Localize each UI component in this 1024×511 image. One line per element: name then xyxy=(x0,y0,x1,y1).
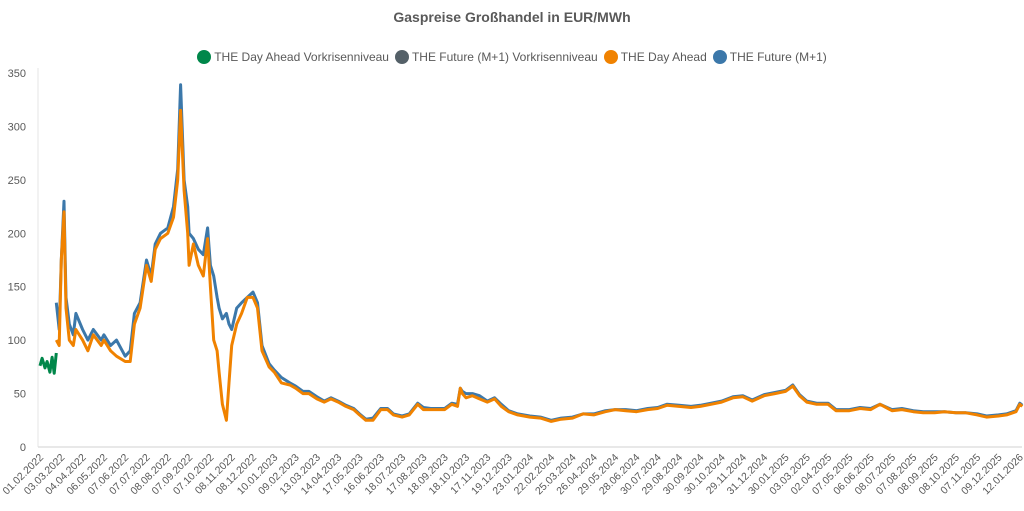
y-tick-label: 50 xyxy=(14,389,26,401)
series-line-future-m1 xyxy=(54,83,1024,422)
y-tick-label: 250 xyxy=(8,175,26,187)
legend-item-day-ahead-vorkrise[interactable]: THE Day Ahead Vorkrisenniveau xyxy=(197,50,389,64)
y-tick-label: 100 xyxy=(8,335,26,347)
legend-marker-icon xyxy=(603,50,618,64)
legend-marker-icon xyxy=(712,50,727,64)
y-tick-label: 0 xyxy=(20,442,26,454)
legend-item-day-ahead[interactable]: THE Day Ahead xyxy=(603,50,707,64)
legend-marker-icon xyxy=(394,50,409,64)
legend-marker-icon xyxy=(197,50,212,64)
legend-item-future[interactable]: THE Future (M+1) xyxy=(712,50,827,64)
series-line-day-ahead xyxy=(54,108,1024,423)
legend-item-future-vorkrise[interactable]: THE Future (M+1) Vorkrisenniveau xyxy=(394,50,598,64)
legend: THE Day Ahead Vorkrisenniveau THE Future… xyxy=(0,50,1024,64)
y-tick-label: 300 xyxy=(8,121,26,133)
legend-label: THE Future (M+1) xyxy=(729,50,827,64)
y-tick-label: 150 xyxy=(8,282,26,294)
y-tick-label: 350 xyxy=(8,68,26,80)
y-tick-label: 200 xyxy=(8,228,26,240)
series-line-day-ahead-vorkrise xyxy=(38,352,58,375)
legend-label: THE Day Ahead Vorkrisenniveau xyxy=(214,50,389,64)
legend-label: THE Day Ahead xyxy=(620,50,707,64)
chart-title: Gaspreise Großhandel in EUR/MWh xyxy=(393,9,631,25)
legend-label: THE Future (M+1) Vorkrisenniveau xyxy=(411,50,598,64)
